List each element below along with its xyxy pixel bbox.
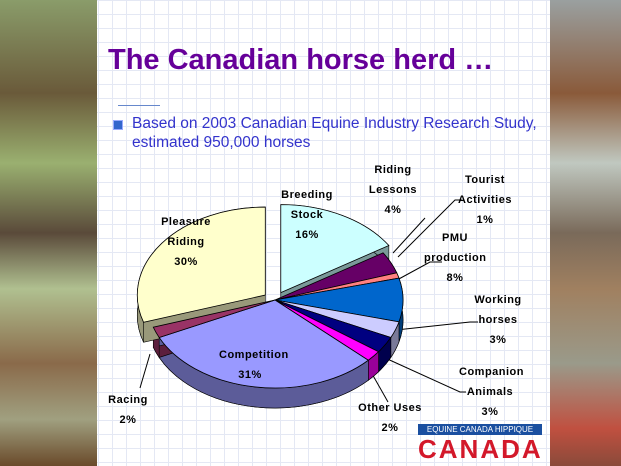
value-label: 30% (141, 252, 231, 272)
category-label: Breeding Stock (276, 185, 338, 225)
category-label: Companion Animals (459, 362, 521, 402)
category-label: Working horses (467, 290, 529, 330)
value-label: 31% (205, 365, 295, 385)
value-label: 3% (445, 402, 535, 422)
value-label: 16% (262, 225, 352, 245)
value-label: 4% (348, 200, 438, 220)
category-label: Tourist Activities (454, 170, 516, 210)
value-label: 8% (410, 268, 500, 288)
value-label: 1% (440, 210, 530, 230)
category-label: Other Uses (345, 398, 435, 418)
category-label: Competition (219, 345, 281, 365)
logo-name: CANADA (418, 434, 542, 465)
value-label: 3% (453, 330, 543, 350)
category-label: PMU production (424, 228, 486, 268)
value-label: 2% (83, 410, 173, 430)
slide: The Canadian horse herd … Based on 2003 … (0, 0, 621, 466)
leader-line (140, 354, 150, 388)
category-label: Riding Lessons (362, 160, 424, 200)
category-label: Pleasure Riding (155, 212, 217, 252)
category-label: Racing (97, 390, 159, 410)
